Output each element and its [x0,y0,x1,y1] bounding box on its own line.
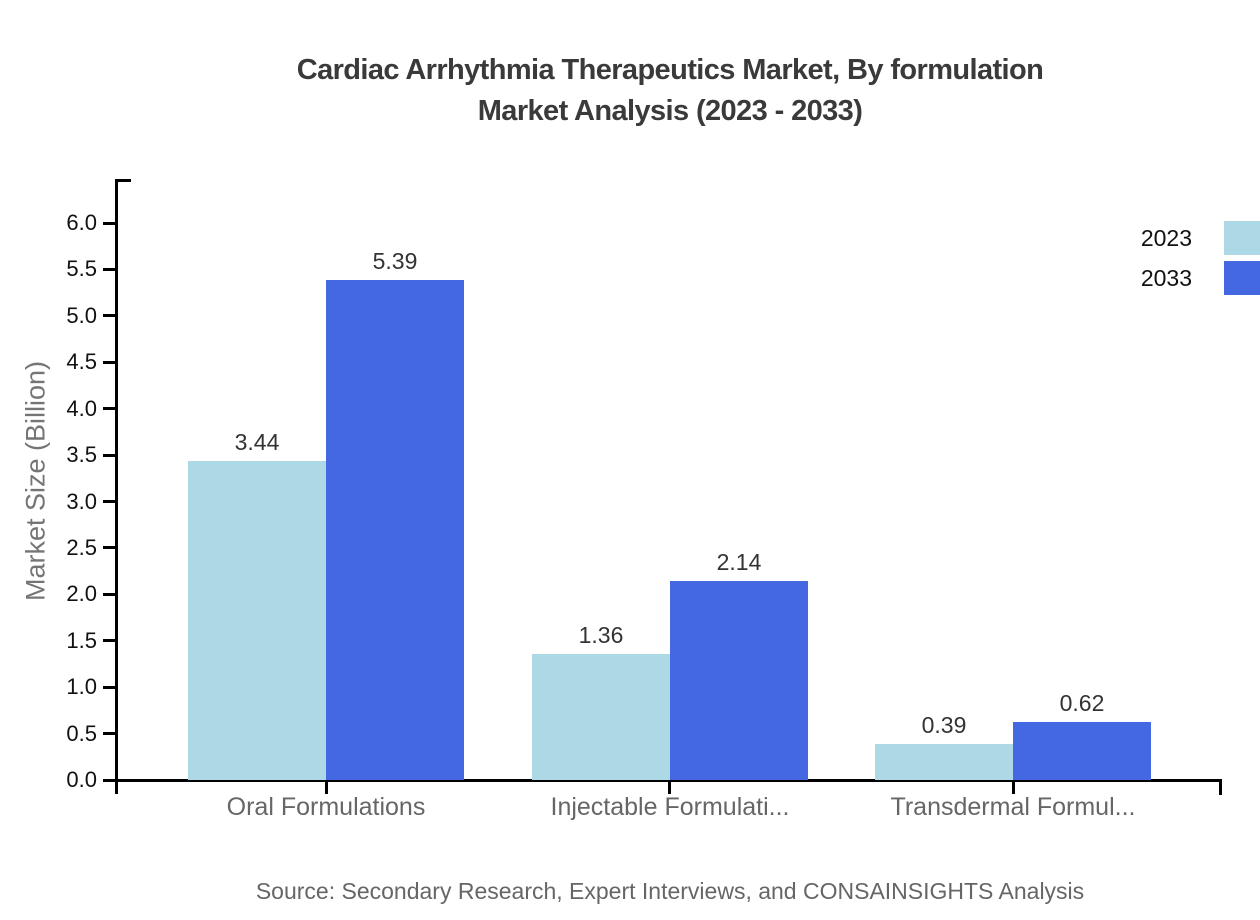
y-tick [103,361,115,364]
x-axis-line [115,779,1222,782]
bar-2033 [1013,722,1151,780]
y-tick-label: 3.5 [66,442,97,467]
bar-value-label: 5.39 [372,248,418,274]
chart-title: Cardiac Arrhythmia Therapeutics Market, … [297,50,1044,132]
y-tick [103,732,115,735]
y-tick [103,593,115,596]
y-tick-label: 6.0 [66,210,97,235]
bar-2033 [326,280,464,780]
y-tick [103,546,115,549]
y-tick-label: 2.5 [66,535,97,560]
y-tick [103,500,115,503]
category-label: Oral Formulations [226,793,426,821]
bar-value-label: 0.39 [921,712,967,738]
bar-2033 [670,581,808,780]
y-tick-label: 0.5 [66,721,97,746]
legend-label: 2023 [1140,225,1192,251]
y-axis-top-cap [115,179,131,182]
bar-value-label: 2.14 [716,549,762,575]
category-label: Injectable Formulati... [550,793,790,821]
y-tick [103,454,115,457]
x-tick [325,782,328,794]
y-tick-label: 2.0 [66,581,97,606]
y-tick [103,686,115,689]
x-axis-end-cap [1219,779,1222,795]
y-tick [103,314,115,317]
y-axis-line [115,179,118,794]
y-tick-label: 0.0 [66,767,97,792]
chart-title-line2: Market Analysis (2023 - 2033) [477,95,863,127]
bar-value-label: 1.36 [578,622,624,648]
y-tick-label: 1.0 [66,674,97,699]
y-tick [103,779,115,782]
y-tick [103,222,115,225]
y-tick-label: 3.0 [66,489,97,514]
y-tick-label: 4.5 [66,349,97,374]
legend-swatch-2033 [1224,261,1260,295]
x-tick [668,782,671,794]
y-tick [103,268,115,271]
y-tick-label: 4.0 [66,396,97,421]
bar-2023 [188,461,326,780]
y-tick [103,407,115,410]
legend-label: 2033 [1140,265,1192,291]
y-tick-label: 5.0 [66,303,97,328]
bar-2023 [875,744,1013,780]
y-tick-label: 5.5 [66,256,97,281]
y-tick [103,639,115,642]
chart-title-line1: Cardiac Arrhythmia Therapeutics Market, … [296,54,1044,86]
source-note: Source: Secondary Research, Expert Inter… [255,878,1085,904]
category-label: Transdermal Formul... [890,793,1136,821]
bar-2023 [532,654,670,780]
bar-value-label: 0.62 [1059,690,1105,716]
legend-swatch-2023 [1224,221,1260,255]
x-tick [1012,782,1015,794]
y-tick-label: 1.5 [66,628,97,653]
bar-value-label: 3.44 [234,429,280,455]
